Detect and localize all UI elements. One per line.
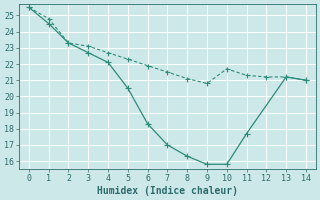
X-axis label: Humidex (Indice chaleur): Humidex (Indice chaleur): [97, 186, 238, 196]
